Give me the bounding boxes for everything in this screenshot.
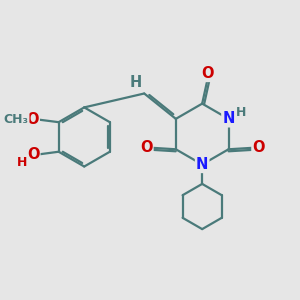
Text: H: H (130, 75, 142, 90)
Text: O: O (252, 140, 265, 155)
Text: N: N (196, 157, 208, 172)
Text: O: O (27, 147, 39, 162)
Text: CH₃: CH₃ (4, 113, 29, 126)
Text: O: O (26, 112, 39, 127)
Text: H: H (236, 106, 246, 119)
Text: O: O (140, 140, 152, 155)
Text: H: H (16, 156, 27, 169)
Text: N: N (222, 111, 235, 126)
Text: O: O (201, 66, 214, 81)
